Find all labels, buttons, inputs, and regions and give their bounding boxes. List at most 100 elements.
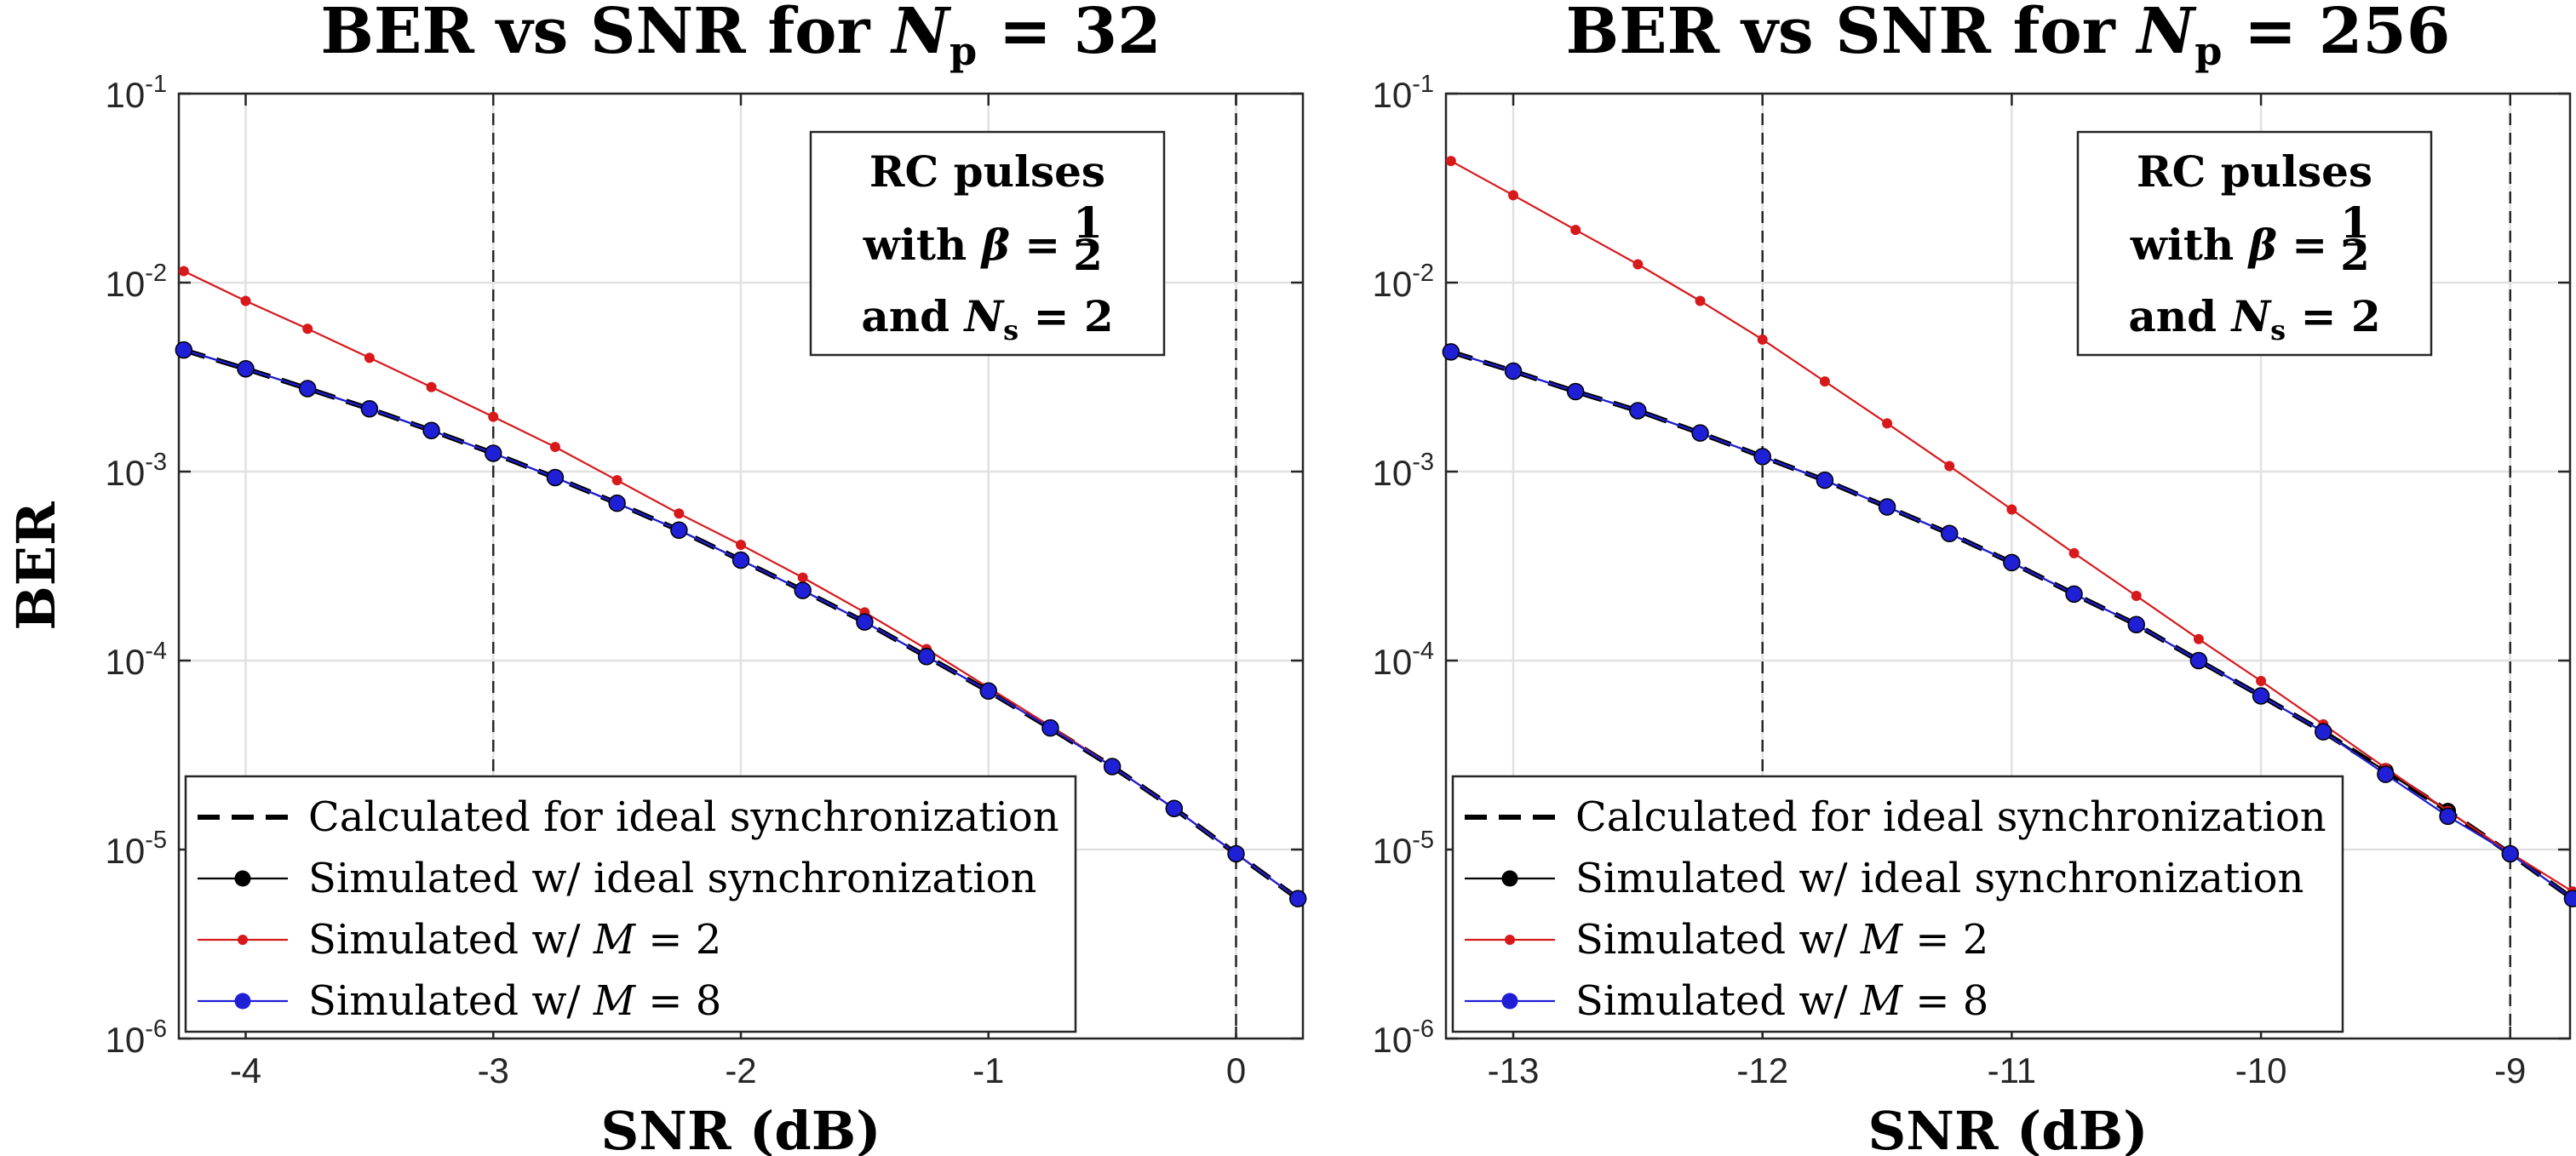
data-point xyxy=(1566,382,1585,401)
y-tick-base: 10 xyxy=(1372,453,1412,493)
y-axis-label: BER xyxy=(5,501,67,631)
y-tick-base: 10 xyxy=(1372,264,1412,304)
data-point xyxy=(298,380,317,398)
annotation-equals: = xyxy=(2277,220,2327,270)
y-tick-exponent: -5 xyxy=(145,827,167,854)
title-text: BER vs SNR for xyxy=(320,0,892,68)
legend-label: Simulated w/ M = 8 xyxy=(1575,977,1988,1025)
data-point xyxy=(1508,190,1519,201)
annotation-line-2: with β = xyxy=(2130,220,2327,270)
data-point xyxy=(1753,448,1771,466)
y-tick-base: 10 xyxy=(1372,75,1412,115)
data-point xyxy=(1882,418,1893,429)
annotation-text: and xyxy=(2128,291,2231,341)
data-point xyxy=(1041,718,1059,737)
data-point xyxy=(736,539,746,550)
y-tick-exponent: -6 xyxy=(1412,1016,1434,1043)
data-point xyxy=(1165,799,1184,817)
y-tick-label: 10-2 xyxy=(1372,260,1434,304)
annotation-text: with xyxy=(2130,220,2249,270)
legend-label-variable: M xyxy=(593,977,637,1025)
data-point xyxy=(237,359,255,378)
y-tick-label: 10-2 xyxy=(105,260,167,304)
y-tick-exponent: -1 xyxy=(145,71,167,98)
series-group xyxy=(1442,156,2576,907)
legend-label-text: Simulated w/ xyxy=(1575,916,1861,964)
legend-frame xyxy=(1451,775,2344,1033)
legend-swatch-marker xyxy=(234,870,251,887)
y-tick-exponent: -6 xyxy=(145,1016,167,1043)
y-tick-base: 10 xyxy=(1372,642,1412,682)
fraction-denominator: 2 xyxy=(1073,230,1103,280)
x-tick-label: -3 xyxy=(478,1050,509,1090)
y-tick-base: 10 xyxy=(105,453,145,493)
data-point xyxy=(2501,844,2520,863)
annotation-box: RC pulses with β = 12 and Ns = 2 xyxy=(809,130,1166,357)
data-point xyxy=(674,508,685,519)
data-point xyxy=(1445,156,1456,167)
legend-label: Simulated w/ M = 2 xyxy=(1575,916,1988,964)
legend-label-text: Simulated w/ xyxy=(308,977,594,1025)
y-tick-label: 10-3 xyxy=(105,449,167,493)
x-tick-label: 0 xyxy=(1226,1050,1246,1090)
legend-swatch-marker xyxy=(238,935,248,945)
data-point xyxy=(302,323,313,335)
legend-label-value: = 2 xyxy=(635,916,721,964)
legend-swatch-marker xyxy=(1501,870,1518,887)
legend-label-variable: M xyxy=(1860,977,1904,1025)
legend-swatch-marker xyxy=(234,993,251,1010)
annotation-subscript: s xyxy=(1003,314,1018,346)
x-axis-label: SNR (dB) xyxy=(601,1100,881,1156)
data-point xyxy=(979,682,997,701)
x-tick-label: -10 xyxy=(2235,1050,2287,1090)
data-point xyxy=(1691,424,1709,442)
series-simulated-w-m-8 xyxy=(1442,343,2576,907)
x-tick-label: -1 xyxy=(972,1050,1004,1090)
legend-label-value: = 8 xyxy=(1902,977,1988,1025)
data-point xyxy=(2252,687,2270,705)
annotation-line-3: and Ns = 2 xyxy=(2128,291,2380,346)
y-tick-exponent: -5 xyxy=(1412,827,1434,854)
data-point xyxy=(1819,376,1830,387)
annotation-subscript: s xyxy=(2270,314,2286,346)
y-tick-base: 10 xyxy=(1372,831,1412,871)
annotation-variable: N xyxy=(2229,291,2272,341)
y-tick-exponent: -3 xyxy=(1412,449,1434,476)
y-tick-label: 10-5 xyxy=(1372,827,1434,871)
data-point xyxy=(1878,498,1896,516)
legend-swatch-marker xyxy=(1501,993,1518,1010)
data-point xyxy=(1288,890,1307,907)
data-point xyxy=(2256,675,2267,686)
legend-label-variable: M xyxy=(593,916,637,964)
chart-title: BER vs SNR for Np = 256 xyxy=(1566,0,2451,74)
data-point xyxy=(1103,758,1122,775)
annotation-variable: N xyxy=(962,291,1005,341)
legend-label: Simulated w/ ideal synchronization xyxy=(1575,855,2303,902)
data-point xyxy=(670,521,688,540)
plot-area-frame xyxy=(1444,92,2572,1040)
y-tick-base: 10 xyxy=(105,831,145,871)
legend: Calculated for ideal synchronization Simu… xyxy=(1451,775,2344,1033)
legend-label: Simulated w/ M = 2 xyxy=(308,916,721,964)
y-tick-base: 10 xyxy=(105,264,145,304)
data-point xyxy=(426,381,437,392)
annotation-equals: = 2 xyxy=(1018,291,1114,341)
annotation-text: and xyxy=(861,291,964,341)
y-tick-label: 10-6 xyxy=(105,1016,167,1060)
y-tick-base: 10 xyxy=(1372,1020,1412,1060)
annotation-text: with xyxy=(863,220,982,270)
annotation-line-3: and Ns = 2 xyxy=(861,291,1113,346)
chart-panel-2: -13 -12 -11 -10 -910-610-510-410-310-210-1BE… xyxy=(1372,0,2576,1156)
legend: Calculated for ideal synchronization Simu… xyxy=(184,775,1077,1033)
y-tick-label: 10-1 xyxy=(1372,71,1434,115)
y-tick-label: 10-1 xyxy=(105,71,167,115)
title-value: = 32 xyxy=(977,0,1162,68)
y-tick-label: 10-5 xyxy=(105,827,167,871)
x-tick-label: -13 xyxy=(1488,1050,1540,1090)
data-point xyxy=(917,648,936,666)
y-tick-base: 10 xyxy=(105,75,145,115)
title-text: BER vs SNR for xyxy=(1566,0,2137,68)
chart-title: BER vs SNR for Np = 32 xyxy=(320,0,1161,74)
series-simulated-w-m-8 xyxy=(175,341,1307,907)
